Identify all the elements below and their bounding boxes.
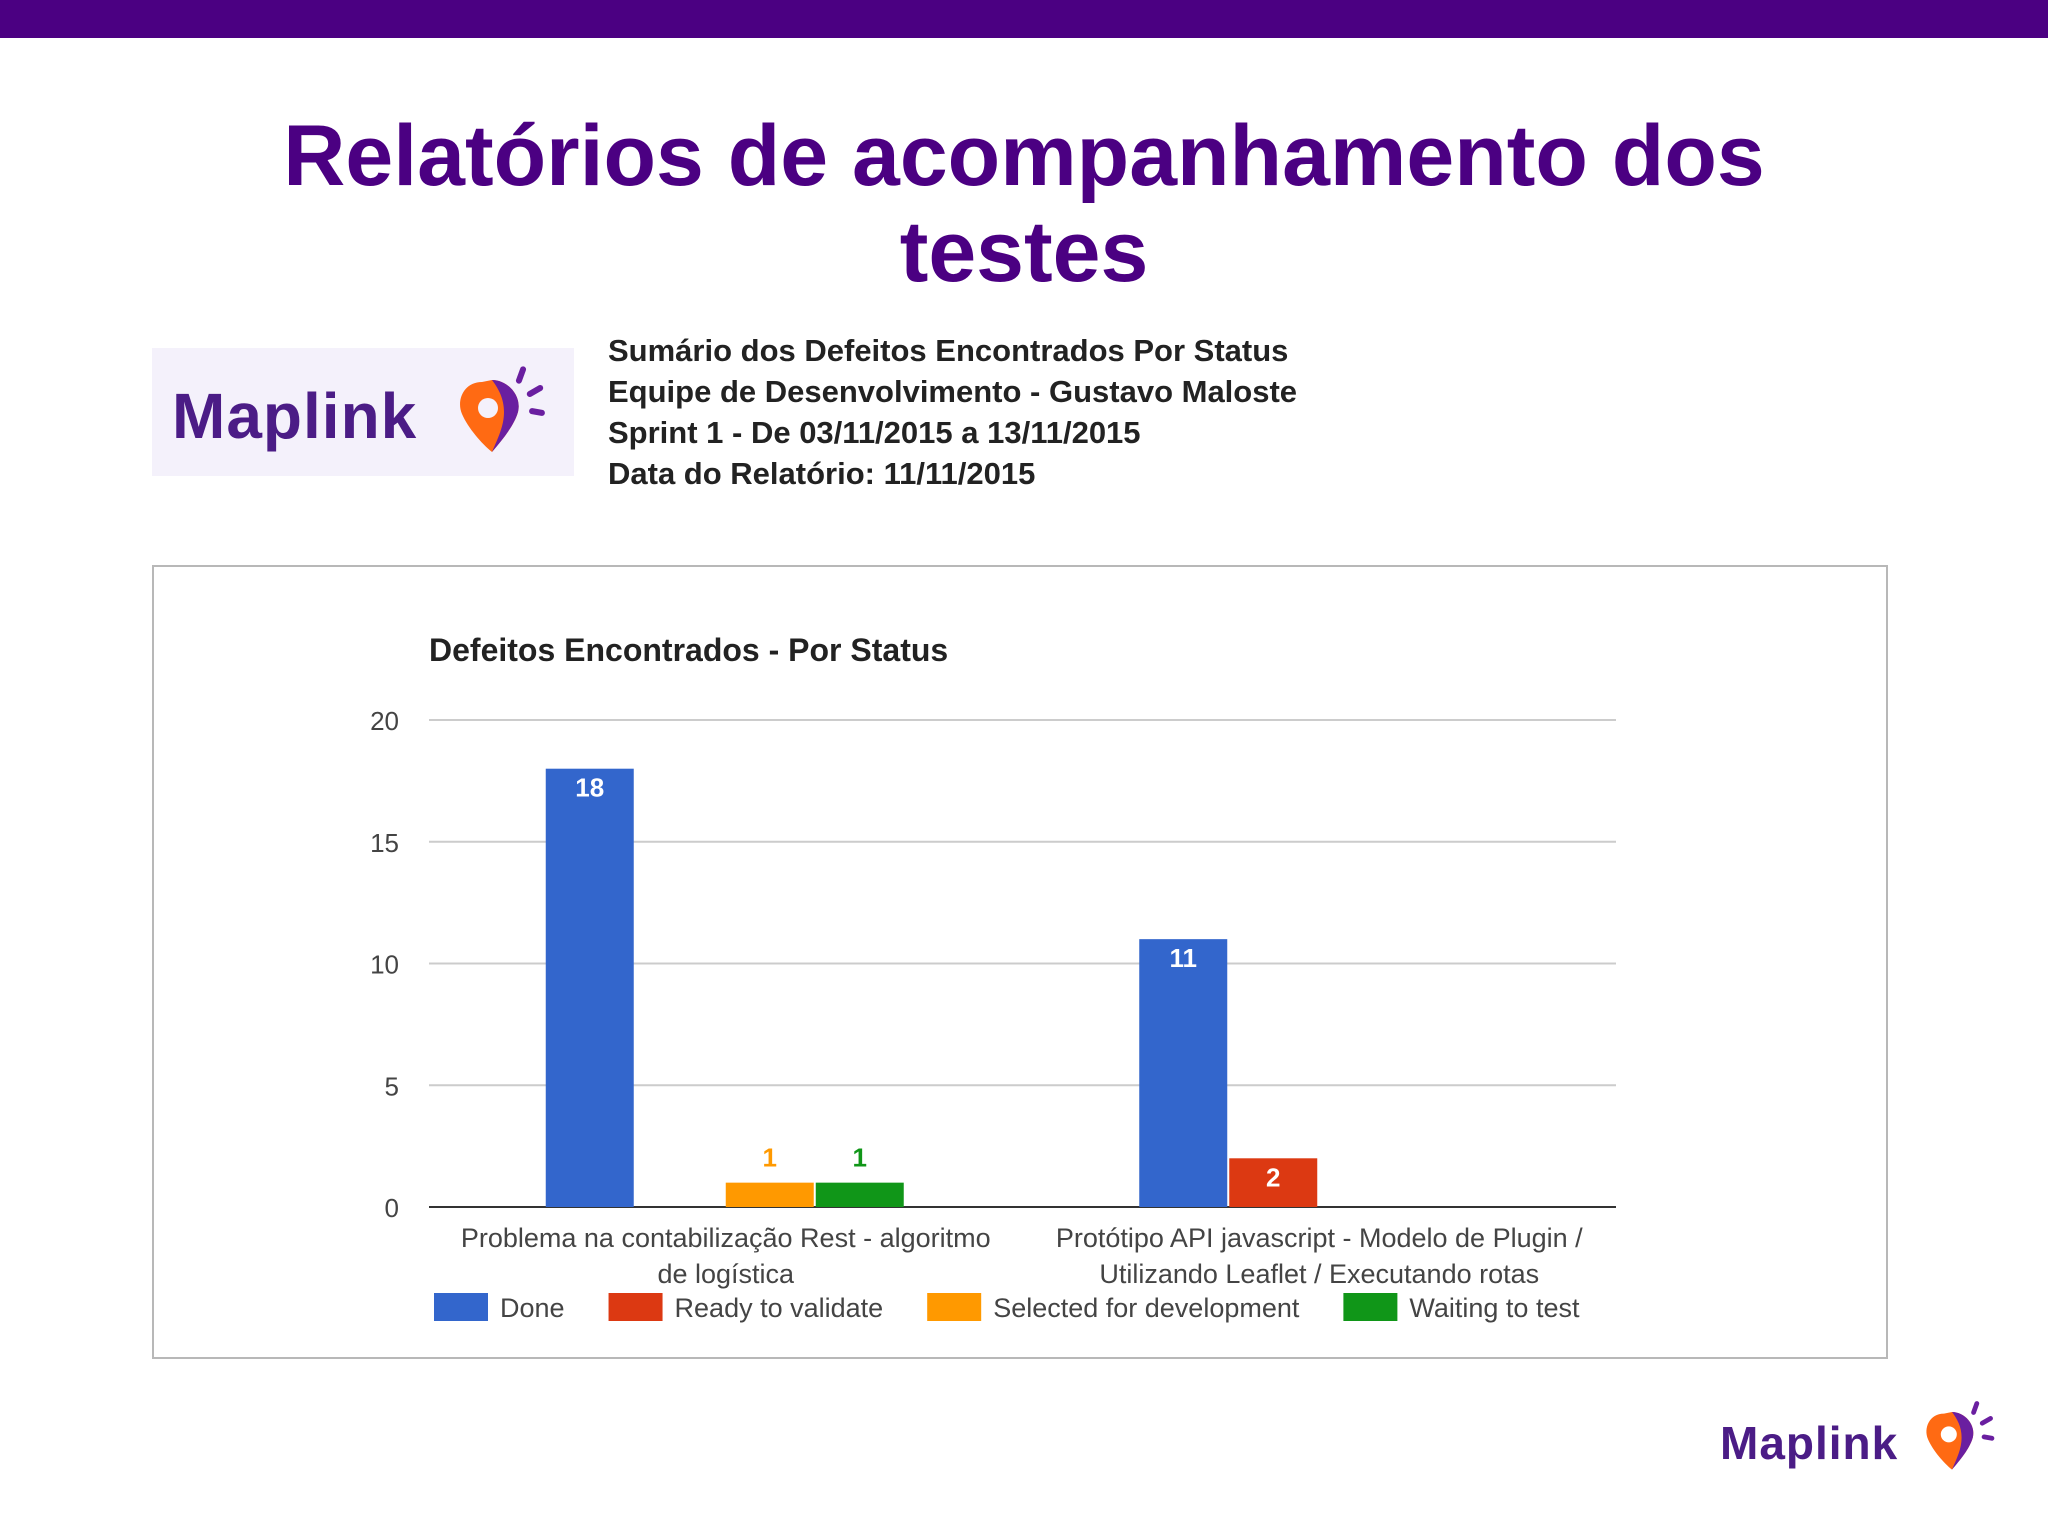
y-tick-label: 20 — [370, 706, 399, 736]
bar — [725, 1182, 814, 1207]
slide-title: Relatórios de acompanhamento dos testes — [0, 108, 2048, 300]
y-tick-label: 0 — [385, 1193, 399, 1223]
x-category-label: de logística — [657, 1259, 795, 1289]
x-category-label: Problema na contabilização Rest - algori… — [461, 1223, 991, 1253]
legend-swatch — [608, 1293, 663, 1321]
legend-entry-label: Selected for development — [993, 1293, 1300, 1323]
legend-swatch — [927, 1293, 982, 1321]
legend-swatch — [434, 1293, 488, 1321]
defects-bar-chart: Defeitos Encontrados - Por Status 0 5 10 15 2… — [370, 632, 1616, 1323]
bar-value-label: 18 — [575, 773, 604, 803]
bar-value-label: 1 — [763, 1143, 777, 1173]
footer-logo-text: Maplink — [1720, 1417, 1899, 1469]
summary-line-4: Data do Relatório: 11/11/2015 — [608, 456, 1036, 491]
chart-title: Defeitos Encontrados - Por Status — [429, 632, 948, 668]
top-accent-bar — [0, 0, 2048, 38]
summary-line-2: Equipe de Desenvolvimento - Gustavo Malo… — [608, 374, 1298, 409]
x-category-label: Utilizando Leaflet / Executando rotas — [1099, 1259, 1539, 1289]
report-summary: Sumário dos Defeitos Encontrados Por Sta… — [608, 330, 1297, 494]
summary-line-3: Sprint 1 - De 03/11/2015 a 13/11/2015 — [608, 415, 1141, 450]
y-tick-label: 15 — [370, 828, 399, 858]
bar — [1229, 1158, 1318, 1207]
legend-entry-label: Waiting to test — [1409, 1293, 1580, 1323]
bar — [815, 1182, 904, 1207]
summary-line-1: Sumário dos Defeitos Encontrados Por Sta… — [608, 333, 1289, 368]
bar-value-label: 11 — [1170, 943, 1198, 973]
maplink-logo: Maplink — [152, 348, 574, 476]
bar-value-label: 1 — [853, 1143, 867, 1173]
footer-map-pin-icon — [1926, 1401, 1995, 1470]
y-tick-label: 5 — [385, 1071, 399, 1101]
slide-title-line-2: testes — [899, 204, 1149, 300]
chart-frame: Defeitos Encontrados - Por Status 0 5 10 15 2… — [152, 565, 1888, 1359]
bar — [1139, 939, 1228, 1207]
y-tick-label: 10 — [370, 950, 399, 980]
legend-entry-label: Ready to validate — [675, 1293, 884, 1323]
bar — [545, 768, 634, 1207]
x-category-label: Protótipo API javascript - Modelo de Plu… — [1056, 1223, 1583, 1253]
bar-value-label: 2 — [1266, 1162, 1280, 1192]
legend-swatch — [1343, 1293, 1398, 1321]
map-pin-icon — [460, 366, 545, 452]
logo-text: Maplink — [172, 380, 418, 452]
legend-entry-label: Done — [500, 1293, 565, 1323]
slide-title-line-1: Relatórios de acompanhamento dos — [283, 108, 1765, 204]
